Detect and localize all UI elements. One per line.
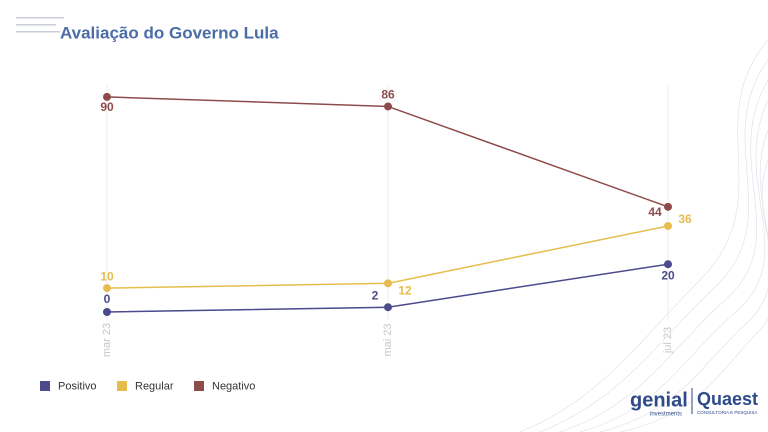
- legend-label: Regular: [135, 380, 174, 392]
- x-tick-label: jul 23: [662, 327, 674, 354]
- chart-title: Avaliação do Governo Lula: [60, 23, 279, 42]
- point: [384, 279, 392, 288]
- logo-text: investments: [650, 412, 682, 418]
- legend-label: Negativo: [212, 380, 255, 392]
- data-label: 10: [100, 269, 114, 283]
- point: [103, 308, 111, 316]
- decoration: [519, 39, 768, 432]
- logo-text: Quaest: [697, 389, 758, 409]
- legend-label: Positivo: [58, 380, 97, 392]
- data-label: 36: [678, 212, 692, 226]
- logo-text: genial: [630, 389, 688, 411]
- data-label: 44: [648, 205, 662, 219]
- point: [664, 202, 672, 211]
- data-label: 20: [661, 268, 675, 282]
- data-label: 2: [372, 288, 379, 302]
- data-label: 0: [104, 292, 111, 306]
- x-tick-label: mar 23: [101, 323, 113, 357]
- point: [664, 260, 672, 269]
- legend-swatch: [40, 381, 50, 391]
- point: [664, 221, 672, 230]
- point: [103, 284, 111, 293]
- legend-swatch: [194, 381, 204, 391]
- point: [384, 303, 392, 312]
- data-label: 90: [100, 100, 114, 114]
- point: [103, 92, 111, 101]
- x-tick-label: mai 23: [382, 323, 394, 356]
- decoration-dots: [16, 17, 64, 33]
- point: [384, 102, 392, 111]
- legend-swatch: [117, 381, 127, 391]
- data-label: 12: [398, 283, 412, 297]
- logo-text: CONSULTORIA E PESQUISA: [697, 410, 757, 415]
- data-label: 86: [381, 88, 395, 102]
